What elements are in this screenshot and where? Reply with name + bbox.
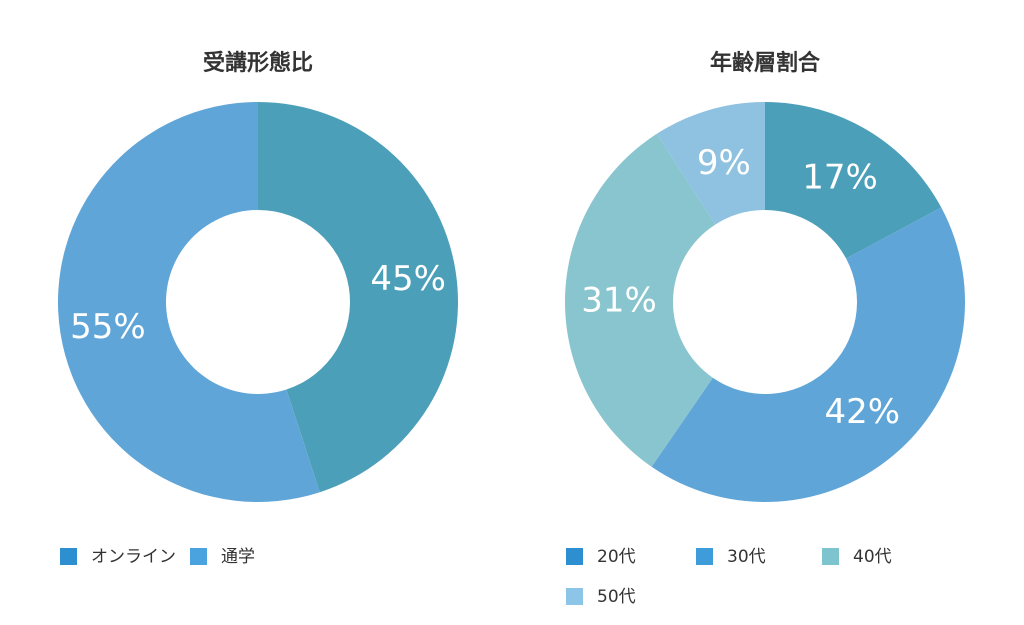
chart-course-format: 受講形態比 45% 55% オンライン 通学 (57, 50, 458, 567)
slice-label-1-3: 9% (697, 143, 751, 183)
slice-label-0-1: 55% (70, 307, 146, 347)
legend-label-0-0: オンライン (91, 547, 176, 567)
slice-0-0 (258, 102, 458, 493)
slice-label-1-1: 42% (825, 392, 901, 432)
chart-title-age-group: 年齢層割合 (710, 50, 821, 76)
chart-title-course-format: 受講形態比 (203, 50, 313, 76)
legend-item-1-1[interactable]: 30代 (696, 547, 766, 567)
donut-course-format: 45% 55% (57, 102, 458, 503)
donut-age-group: 17% 42% 31% 9% (565, 102, 965, 503)
legend-age-group: 20代 30代 40代 50代 (566, 547, 892, 607)
legend-item-1-0[interactable]: 20代 (566, 547, 636, 567)
legend-label-1-0: 20代 (597, 547, 636, 567)
legend-label-0-1: 通学 (221, 547, 255, 567)
legend-label-1-3: 50代 (597, 587, 636, 607)
slice-0-1 (57, 102, 320, 503)
legend-item-1-3[interactable]: 50代 (566, 587, 636, 607)
chart-age-group: 年齢層割合 17% 42% 31% 9% 20代 30代 40代 50代 (565, 50, 965, 607)
legend-course-format: オンライン 通学 (60, 547, 255, 567)
slice-1-2 (565, 133, 716, 467)
legend-swatch-1-1 (696, 548, 713, 565)
legend-item-0-1[interactable]: 通学 (190, 547, 255, 567)
legend-label-1-1: 30代 (727, 547, 766, 567)
slice-label-0-0: 45% (370, 259, 446, 299)
legend-item-0-0[interactable]: オンライン (60, 547, 176, 567)
slice-1-0 (765, 102, 942, 259)
legend-swatch-1-2 (822, 548, 839, 565)
legend-swatch-1-3 (566, 588, 583, 605)
slice-1-1 (651, 207, 965, 503)
legend-swatch-0-0 (60, 548, 77, 565)
slice-label-1-0: 17% (802, 158, 878, 198)
slice-label-1-2: 31% (581, 281, 657, 321)
legend-item-1-2[interactable]: 40代 (822, 547, 892, 567)
legend-swatch-0-1 (190, 548, 207, 565)
legend-label-1-2: 40代 (853, 547, 892, 567)
slice-1-3 (656, 102, 765, 225)
legend-swatch-1-0 (566, 548, 583, 565)
